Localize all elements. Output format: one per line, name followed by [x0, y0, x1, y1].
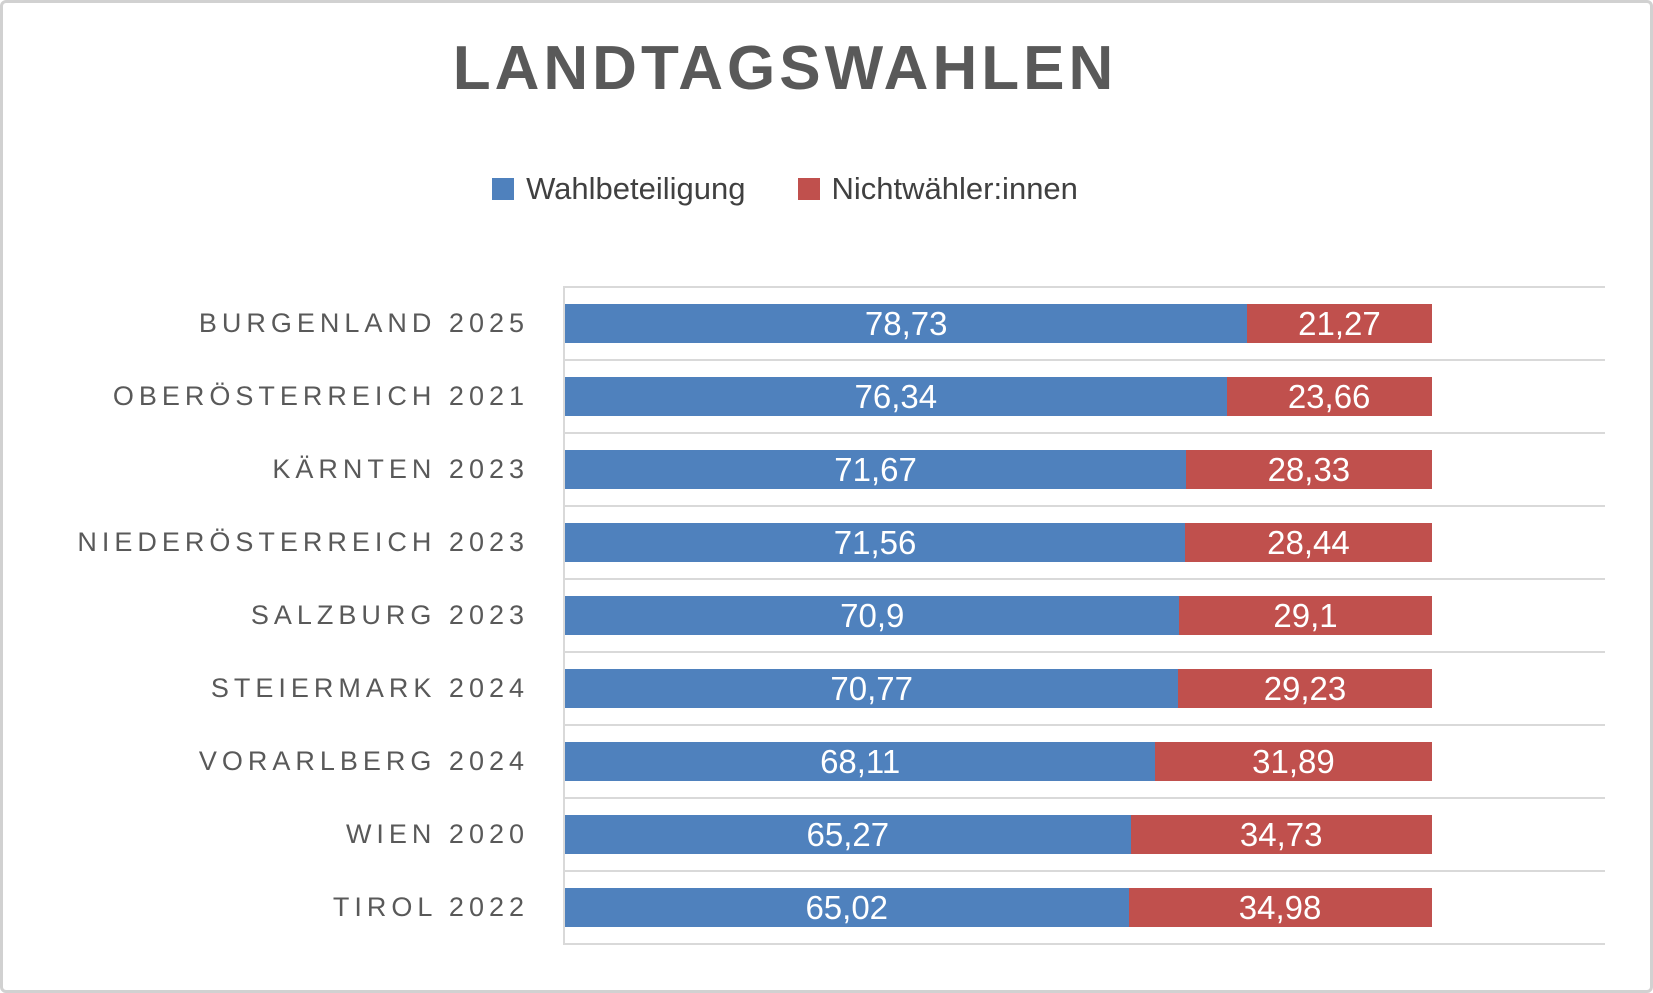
legend-label: Nichtwähler:innen — [831, 171, 1078, 206]
category-axis: BURGENLAND 2025 OBERÖSTERREICH 2021 KÄRNTE… — [3, 286, 563, 945]
bar-value-label: 70,9 — [840, 596, 905, 634]
legend-swatch-icon — [492, 178, 515, 200]
bar-value-label: 29,1 — [1273, 596, 1338, 634]
bar-track: 78,73 21,27 — [565, 304, 1605, 343]
bar-value-label: 29,23 — [1263, 669, 1347, 707]
bar-value-label: 28,33 — [1267, 450, 1351, 488]
bar-segment-nichtwaehler: 21,27 — [1247, 304, 1432, 343]
chart-row: 65,02 34,98 — [565, 870, 1605, 943]
bar-track: 65,27 34,73 — [565, 815, 1605, 854]
chart-row: 68,11 31,89 — [565, 724, 1605, 797]
chart-row: 65,27 34,73 — [565, 797, 1605, 870]
bar-value-label: 65,02 — [805, 888, 889, 926]
bar-value-label: 28,44 — [1267, 523, 1350, 561]
category-label: VORARLBERG 2024 — [198, 746, 529, 776]
chart-row: 70,77 29,23 — [565, 651, 1605, 724]
stacked-bar-chart: BURGENLAND 2025 OBERÖSTERREICH 2021 KÄRNTE… — [3, 286, 1605, 945]
bar-segment-nichtwaehler: 34,73 — [1130, 815, 1432, 854]
chart-row: 70,9 29,1 — [565, 578, 1605, 651]
legend-item-nichtwaehler: Nichtwähler:innen — [797, 171, 1078, 207]
chart-row: 78,73 21,27 — [565, 286, 1605, 359]
bar-value-label: 78,73 — [864, 304, 948, 342]
bar-segment-wahlbeteiligung: 70,77 — [565, 669, 1179, 708]
bar-segment-wahlbeteiligung: 65,27 — [565, 815, 1131, 854]
chart-row: 76,34 23,66 — [565, 359, 1605, 432]
chart-row: 71,56 28,44 — [565, 505, 1605, 578]
bar-segment-nichtwaehler: 28,44 — [1185, 523, 1432, 562]
bar-segment-nichtwaehler: 28,33 — [1186, 450, 1432, 489]
legend-swatch-icon — [797, 178, 820, 200]
bar-track: 70,9 29,1 — [565, 596, 1605, 635]
bar-value-label: 23,66 — [1287, 377, 1371, 415]
bar-track: 68,11 31,89 — [565, 742, 1605, 781]
bar-track: 65,02 34,98 — [565, 888, 1605, 927]
bar-segment-wahlbeteiligung: 68,11 — [565, 742, 1156, 781]
bar-value-label: 34,73 — [1239, 815, 1323, 853]
category-label: SALZBURG 2023 — [250, 600, 529, 630]
bar-value-label: 71,56 — [833, 523, 917, 561]
legend: Wahlbeteiligung Nichtwähler:innen — [3, 169, 1567, 209]
bar-track: 71,56 28,44 — [565, 523, 1605, 562]
bar-value-label: 76,34 — [854, 377, 938, 415]
category-label: KÄRNTEN 2023 — [272, 454, 529, 484]
bar-value-label: 68,11 — [820, 742, 901, 780]
bar-segment-wahlbeteiligung: 70,9 — [565, 596, 1180, 635]
category-label: WIEN 2020 — [345, 819, 529, 849]
legend-label: Wahlbeteiligung — [526, 171, 746, 206]
bar-segment-wahlbeteiligung: 65,02 — [565, 888, 1129, 927]
legend-item-wahlbeteiligung: Wahlbeteiligung — [492, 171, 746, 207]
bar-value-label: 71,67 — [834, 450, 917, 488]
bar-segment-nichtwaehler: 29,23 — [1178, 669, 1432, 708]
bar-segment-nichtwaehler: 34,98 — [1128, 888, 1432, 927]
bar-value-label: 34,98 — [1238, 888, 1322, 926]
bar-segment-nichtwaehler: 31,89 — [1155, 742, 1432, 781]
bar-value-label: 31,89 — [1252, 742, 1335, 780]
category-label: BURGENLAND 2025 — [198, 308, 529, 338]
bar-segment-wahlbeteiligung: 71,56 — [565, 523, 1186, 562]
bar-track: 70,77 29,23 — [565, 669, 1605, 708]
bar-segment-wahlbeteiligung: 78,73 — [565, 304, 1248, 343]
bar-segment-wahlbeteiligung: 76,34 — [565, 377, 1227, 416]
category-label: OBERÖSTERREICH 2021 — [112, 381, 529, 411]
bar-track: 71,67 28,33 — [565, 450, 1605, 489]
category-label: NIEDERÖSTERREICH 2023 — [77, 527, 529, 557]
chart-title: LANDTAGSWAHLEN — [452, 34, 1118, 103]
bar-value-label: 70,77 — [830, 669, 913, 707]
category-label: STEIERMARK 2024 — [210, 673, 529, 703]
bar-value-label: 65,27 — [806, 815, 890, 853]
bar-track: 76,34 23,66 — [565, 377, 1605, 416]
bar-segment-nichtwaehler: 23,66 — [1226, 377, 1432, 416]
bar-segment-wahlbeteiligung: 71,67 — [565, 450, 1187, 489]
bar-segment-nichtwaehler: 29,1 — [1179, 596, 1432, 635]
chart-row: 71,67 28,33 — [565, 432, 1605, 505]
bar-value-label: 21,27 — [1298, 304, 1381, 342]
category-label: TIROL 2022 — [332, 892, 529, 922]
plot-area: 78,73 21,27 76,34 23,66 71,67 28,33 71,56 28,44… — [563, 286, 1605, 945]
